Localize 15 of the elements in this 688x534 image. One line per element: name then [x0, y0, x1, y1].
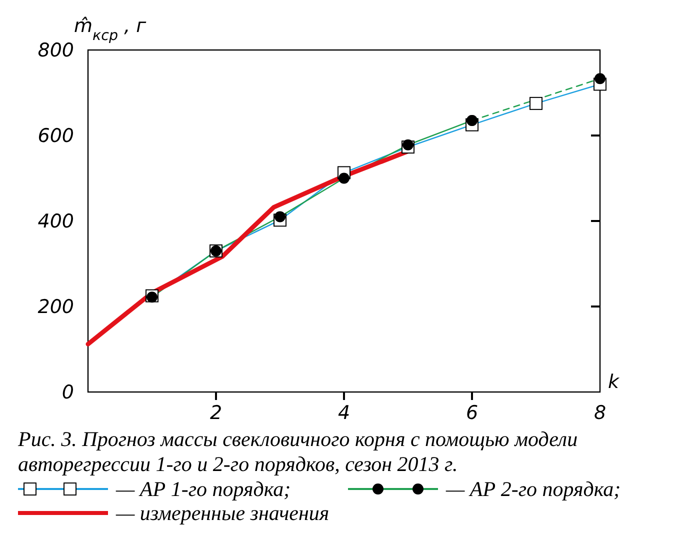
x-tick-label: 4: [338, 402, 350, 424]
legend-label: — измеренные значения: [115, 501, 330, 525]
x-tick-label: 6: [466, 402, 478, 424]
y-axis-title: m̂$_{кср}$, г: [74, 15, 148, 44]
x-tick-label: 8: [594, 402, 606, 424]
legend-label: — АР 1-го порядка;: [115, 477, 291, 501]
x-axis-title: k: [608, 371, 620, 393]
y-tick-label: 600: [38, 125, 74, 148]
y-tick-label: 200: [38, 296, 74, 318]
y-tick-label: 800: [38, 40, 74, 62]
y-tick-label: 400: [38, 210, 74, 233]
x-tick-label: 2: [210, 402, 222, 424]
text: Рис. 3. Прогноз массы свекловичного корня с помощью модели авторегрессии 1-го и 2-го порядков, сезон 2013 г.: [17, 427, 578, 476]
legend-label: — АР 2-го порядка;: [445, 477, 621, 501]
y-tick-label: 0: [62, 382, 74, 404]
